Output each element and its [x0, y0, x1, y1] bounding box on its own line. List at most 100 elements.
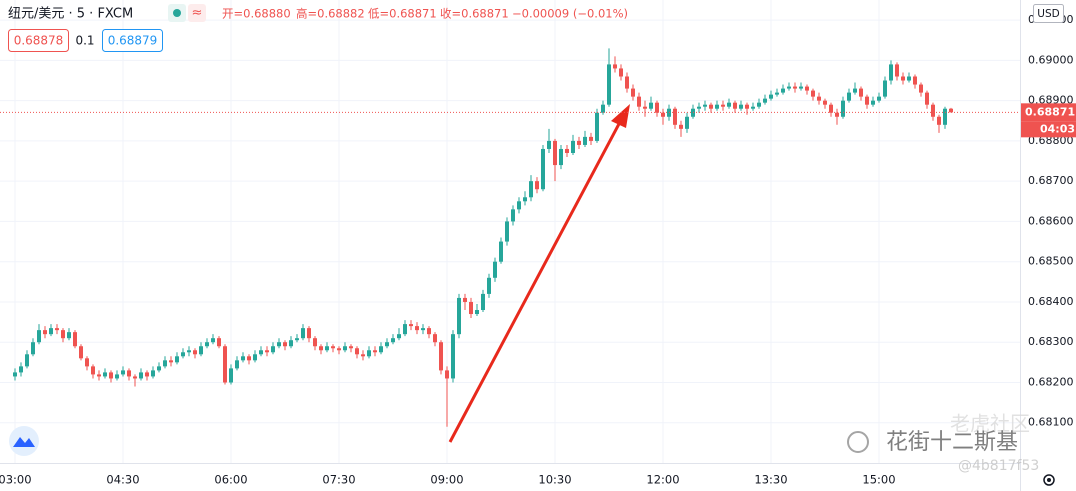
candle-body — [793, 86, 797, 89]
last-price-box — [1021, 103, 1076, 122]
candle-body — [13, 372, 17, 377]
y-tick-label: 0.69000 — [1028, 53, 1074, 66]
candle-body — [607, 64, 611, 105]
candle-body — [943, 108, 947, 125]
candle-body — [397, 334, 401, 339]
candle-body — [409, 324, 413, 327]
candle-body — [475, 310, 479, 315]
candle-body — [577, 140, 581, 145]
candle-body — [265, 350, 269, 353]
candle-body — [487, 277, 491, 294]
candle-body — [571, 140, 575, 153]
candle-body — [505, 221, 509, 242]
candle-body — [115, 374, 119, 379]
candle-body — [949, 108, 953, 113]
candle-body — [391, 338, 395, 343]
candle-body — [727, 102, 731, 107]
x-tick-label: 12:00 — [646, 473, 679, 487]
ask-box[interactable] — [102, 29, 163, 52]
x-tick-label: 07:30 — [322, 473, 355, 487]
last-price-label: 0.68871 — [1025, 105, 1075, 118]
candle-body — [25, 354, 29, 367]
candle-body — [589, 136, 593, 141]
candle-body — [811, 90, 815, 97]
candle-body — [649, 102, 653, 109]
bid: 0.68878 — [14, 34, 64, 48]
logo[interactable] — [9, 426, 39, 456]
candle-body — [583, 136, 587, 145]
symbol: 纽元/美元 · 5 · FXCM — [8, 7, 133, 22]
candle-body — [289, 340, 293, 347]
candle-body — [427, 328, 431, 335]
candle-body — [133, 376, 137, 379]
candle-body — [805, 86, 809, 91]
y-tick-label: 0.68500 — [1028, 255, 1074, 268]
candle-body — [625, 76, 629, 89]
candle-body — [679, 124, 683, 129]
candle-body — [319, 346, 323, 351]
candle-body — [763, 98, 767, 103]
candle-body — [595, 112, 599, 141]
candle-body — [913, 76, 917, 85]
candle-body — [403, 324, 407, 335]
candle-body — [535, 181, 539, 190]
currency: USD — [1037, 8, 1059, 20]
candle-body — [517, 201, 521, 210]
candle-body — [457, 297, 461, 335]
candle-body — [553, 140, 557, 166]
candle-body — [835, 112, 839, 117]
candle-body — [925, 92, 929, 105]
candle-body — [271, 346, 275, 353]
candle-body — [619, 68, 623, 77]
candle-body — [295, 338, 299, 341]
candle-body — [229, 368, 233, 383]
currency-box[interactable] — [1033, 4, 1064, 23]
candle-body — [637, 96, 641, 107]
candle-body — [745, 104, 749, 109]
candle-body — [349, 346, 353, 349]
candle-body — [661, 112, 665, 117]
legend-icons[interactable]: ≈ — [168, 4, 206, 22]
candle-body — [79, 346, 83, 359]
candle-body — [145, 372, 149, 377]
candle-body — [559, 148, 563, 166]
candle-body — [187, 350, 191, 353]
candle-body — [871, 100, 875, 105]
candle-body — [217, 338, 221, 347]
candle-body — [325, 346, 329, 351]
bid-box[interactable] — [8, 29, 69, 52]
candle-body — [313, 338, 317, 347]
candle-body — [157, 366, 161, 371]
candle-body — [205, 342, 209, 347]
candle-body — [151, 370, 155, 377]
candle-body — [373, 350, 377, 353]
candle-body — [781, 88, 785, 93]
candle-body — [823, 100, 827, 105]
candle-body — [511, 209, 515, 222]
candle-body — [601, 104, 605, 113]
candle-body — [463, 297, 467, 302]
candle-body — [919, 84, 923, 93]
candle-body — [685, 116, 689, 129]
candle-body — [895, 64, 899, 77]
candle-body — [73, 332, 77, 347]
candle-body — [721, 104, 725, 107]
candle-body — [541, 148, 545, 190]
ask: 0.68879 — [108, 34, 158, 48]
candle-body — [439, 342, 443, 371]
candle-body — [853, 88, 857, 93]
candle-body — [163, 360, 167, 367]
candle-body — [433, 334, 437, 343]
settings-icon[interactable] — [1043, 474, 1055, 486]
legend-open: 开=0.68880 — [222, 7, 291, 21]
x-tick-label: 06:00 — [214, 473, 247, 487]
candle-body — [421, 328, 425, 331]
y-tick-label: 0.68700 — [1028, 174, 1074, 187]
candle-body — [181, 352, 185, 357]
candle-body — [799, 86, 803, 89]
candle-body — [385, 342, 389, 347]
candle-body — [361, 354, 365, 357]
candle-body — [739, 104, 743, 109]
candle-body — [277, 342, 281, 347]
watermark-id: @4b817f53 — [958, 458, 1039, 474]
